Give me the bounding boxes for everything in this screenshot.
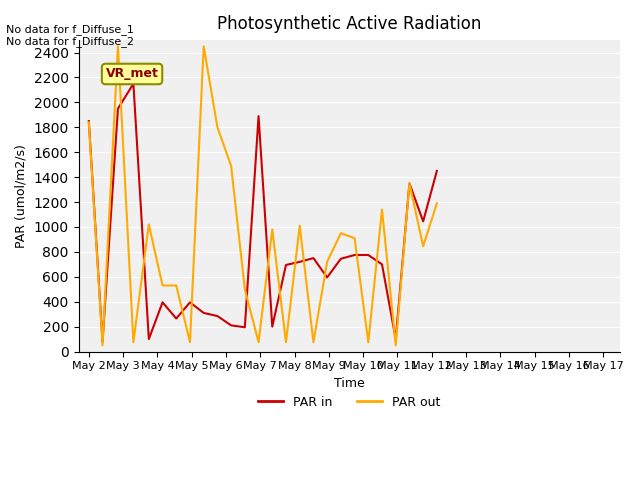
Y-axis label: PAR (umol/m2/s): PAR (umol/m2/s) [15,144,28,248]
Text: VR_met: VR_met [106,68,159,81]
Text: No data for f_Diffuse_1
No data for f_Diffuse_2: No data for f_Diffuse_1 No data for f_Di… [6,24,134,48]
Title: Photosynthetic Active Radiation: Photosynthetic Active Radiation [217,15,482,33]
X-axis label: Time: Time [334,377,365,390]
Legend: PAR in, PAR out: PAR in, PAR out [253,391,446,414]
